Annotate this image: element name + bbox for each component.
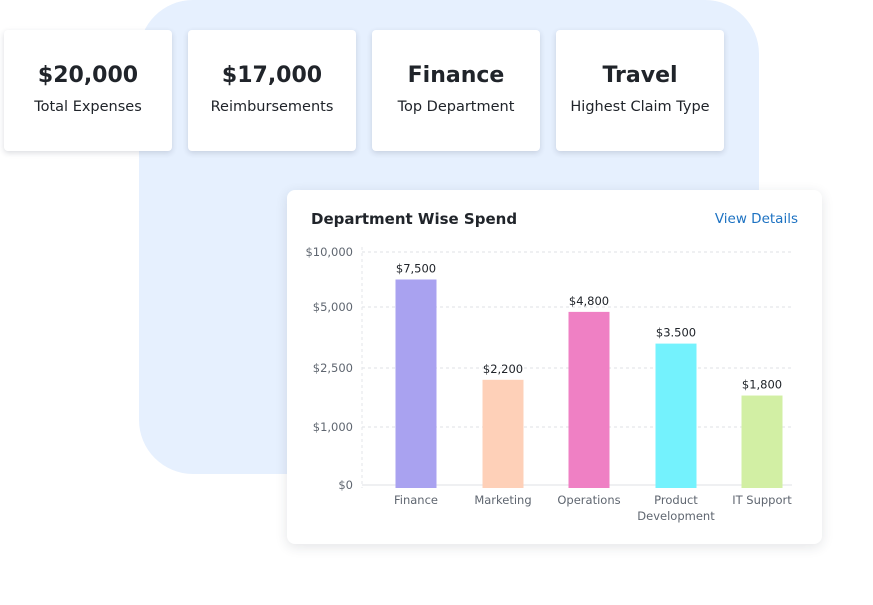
y-tick-label: $10,000 xyxy=(305,245,353,259)
bar-chart: $10,000 $5,000 $2,500 $1,000 $0 $7,500 Finance… xyxy=(305,245,792,523)
stat-value: Travel xyxy=(602,63,678,88)
stat-value: $20,000 xyxy=(37,63,139,88)
bar-value-label: $4,800 xyxy=(569,294,609,308)
x-category-label: Finance xyxy=(394,493,438,507)
stat-card-reimbursements: $17,000 Reimbursements xyxy=(188,30,356,151)
x-category-label: Development xyxy=(637,509,715,523)
stat-value: Finance xyxy=(407,63,505,88)
y-tick-label: $1,000 xyxy=(313,420,353,434)
bar xyxy=(395,279,437,488)
stat-label: Top Department xyxy=(397,99,515,115)
stat-card-highest-claim-type: Travel Highest Claim Type xyxy=(556,30,724,151)
stat-value: $17,000 xyxy=(221,63,323,88)
bar xyxy=(655,343,697,488)
bar xyxy=(568,311,610,488)
y-tick-label: $2,500 xyxy=(313,361,353,375)
bar-value-label: $2,200 xyxy=(483,362,523,376)
bar-value-label: $3.500 xyxy=(656,326,696,340)
view-details-link[interactable]: View Details xyxy=(714,211,798,227)
x-category-label: IT Support xyxy=(732,493,792,507)
bar-value-label: $7,500 xyxy=(396,262,436,276)
stat-label: Reimbursements xyxy=(210,99,334,115)
department-spend-card: Department Wise Spend View Details $10,0… xyxy=(287,190,822,544)
chart-title: Department Wise Spend xyxy=(311,210,518,228)
stat-label: Highest Claim Type xyxy=(570,99,710,115)
stat-label: Total Expenses xyxy=(34,99,142,115)
x-category-label: Marketing xyxy=(474,493,531,507)
y-tick-label: $5,000 xyxy=(313,300,353,314)
bar xyxy=(741,395,783,488)
bar xyxy=(482,379,524,488)
stat-card-top-department: Finance Top Department xyxy=(372,30,540,151)
x-category-label: Operations xyxy=(557,493,620,507)
bar-value-label: $1,800 xyxy=(742,378,782,392)
x-category-label: Product xyxy=(654,493,698,507)
y-tick-label: $0 xyxy=(338,478,353,492)
stat-card-total-expenses: $20,000 Total Expenses xyxy=(4,30,172,151)
